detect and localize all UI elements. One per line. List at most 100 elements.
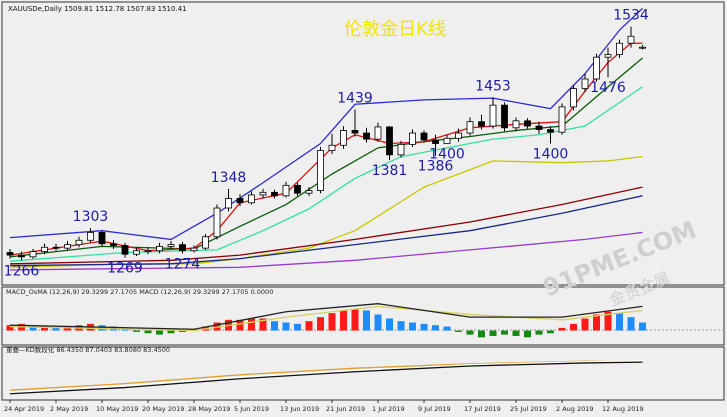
indicator-line: [9, 305, 643, 332]
macd-bar: [167, 330, 175, 334]
candle-body: [156, 245, 163, 252]
candle-body: [144, 250, 152, 253]
candle-body: [98, 232, 106, 245]
x-tick-label: 9 Jul 2019: [418, 405, 451, 413]
macd-bar: [121, 329, 129, 331]
macd-bar: [627, 317, 635, 331]
price-label: 1400: [429, 147, 465, 163]
candle-body: [248, 194, 255, 204]
chart-title: 伦敦金日K线: [344, 19, 446, 40]
indicator-line: [9, 303, 643, 330]
x-tick-label: 1 Jul 2019: [372, 405, 405, 413]
candle-body: [282, 184, 290, 197]
candle-body: [328, 144, 336, 151]
macd-bar: [501, 330, 508, 335]
macd-bar: [420, 323, 428, 331]
macd-bar: [259, 318, 267, 331]
kd-panel: [1, 346, 725, 401]
macd-bar: [397, 321, 405, 331]
candle-body: [443, 137, 451, 144]
macd-bar: [305, 321, 313, 331]
macd-bar: [604, 311, 612, 331]
x-tick-label: 25 Jul 2019: [510, 405, 547, 413]
candle-body: [489, 104, 497, 127]
macd-bar: [535, 330, 543, 335]
macd-bar: [432, 325, 439, 331]
candle-body: [236, 198, 244, 204]
candle-body: [75, 239, 83, 246]
candle-body: [420, 132, 428, 141]
macd-bar: [98, 325, 106, 331]
candle-body: [6, 252, 14, 256]
macd-bar: [593, 314, 600, 331]
candle-body: [581, 78, 589, 89]
price-label: 1269: [107, 261, 143, 277]
candle-body: [133, 250, 140, 255]
macd-panel: [1, 286, 725, 346]
macd-bar: [52, 327, 60, 331]
macd-bar: [29, 326, 37, 331]
macd-bar: [328, 313, 336, 331]
candle-body: [351, 130, 359, 134]
macd-bar: [6, 325, 14, 331]
x-tick-label: 12 Aug 2019: [602, 405, 644, 413]
x-tick-label: 2 May 2019: [50, 405, 88, 413]
candle-body: [535, 125, 543, 130]
price-label: 1303: [73, 209, 109, 225]
macd-bar: [64, 326, 71, 331]
macd-bar: [282, 322, 290, 331]
candle-body: [41, 246, 48, 253]
x-tick-label: 28 May 2019: [188, 405, 230, 413]
macd-bar: [41, 326, 48, 331]
main-panel: [1, 1, 725, 286]
candle-body: [512, 120, 520, 129]
macd-bar: [179, 330, 186, 332]
x-tick-label: 20 May 2019: [142, 405, 184, 413]
candle-body: [225, 198, 232, 209]
candle-body: [363, 132, 370, 140]
macd-bar: [374, 314, 382, 331]
macd-bar: [558, 327, 566, 331]
macd-bar: [547, 330, 554, 334]
candle-body: [340, 130, 347, 146]
macd-bar: [455, 330, 462, 332]
price-label: 1453: [475, 78, 511, 94]
indicator-line: [9, 86, 643, 262]
candle-body: [627, 35, 635, 44]
symbol-info: XAUUSDe,Daily 1509.81 1512.78 1507.83 15…: [8, 5, 187, 13]
indicator-line: [9, 231, 643, 271]
macd-bar: [363, 310, 370, 331]
candle-body: [386, 126, 393, 156]
candle-body: [616, 42, 623, 55]
candle-body: [202, 236, 209, 249]
candle-body: [374, 126, 382, 140]
candle-body: [524, 120, 531, 127]
macd-bar: [190, 329, 198, 331]
macd-bar: [524, 330, 531, 338]
macd-bar: [133, 330, 140, 332]
macd-bar: [616, 313, 623, 331]
candle-body: [547, 129, 554, 133]
macd-bar: [409, 322, 416, 331]
x-tick-label: 21 Jun 2019: [326, 405, 365, 413]
candle-body: [317, 150, 324, 191]
panel-title: 重叠—KD数段化 86.4350 87.0403 83.8080 83.4500: [6, 345, 170, 354]
macd-bar: [466, 330, 474, 335]
x-tick-label: 13 Jun 2019: [280, 405, 319, 413]
price-label: 1400: [533, 147, 569, 163]
macd-bar: [271, 321, 278, 331]
macd-bar: [144, 330, 152, 334]
indicator-line: [9, 195, 643, 267]
candle-body: [558, 106, 566, 133]
candle-body: [87, 232, 94, 241]
candle-body: [52, 246, 60, 249]
x-tick-label: 10 May 2019: [96, 405, 138, 413]
macd-bar: [248, 318, 255, 331]
candle-body: [213, 207, 221, 238]
price-label: 1534: [613, 8, 649, 24]
macd-bar: [340, 310, 347, 331]
candle-body: [179, 244, 186, 252]
candle-body: [305, 190, 313, 194]
macd-bar: [351, 309, 359, 331]
